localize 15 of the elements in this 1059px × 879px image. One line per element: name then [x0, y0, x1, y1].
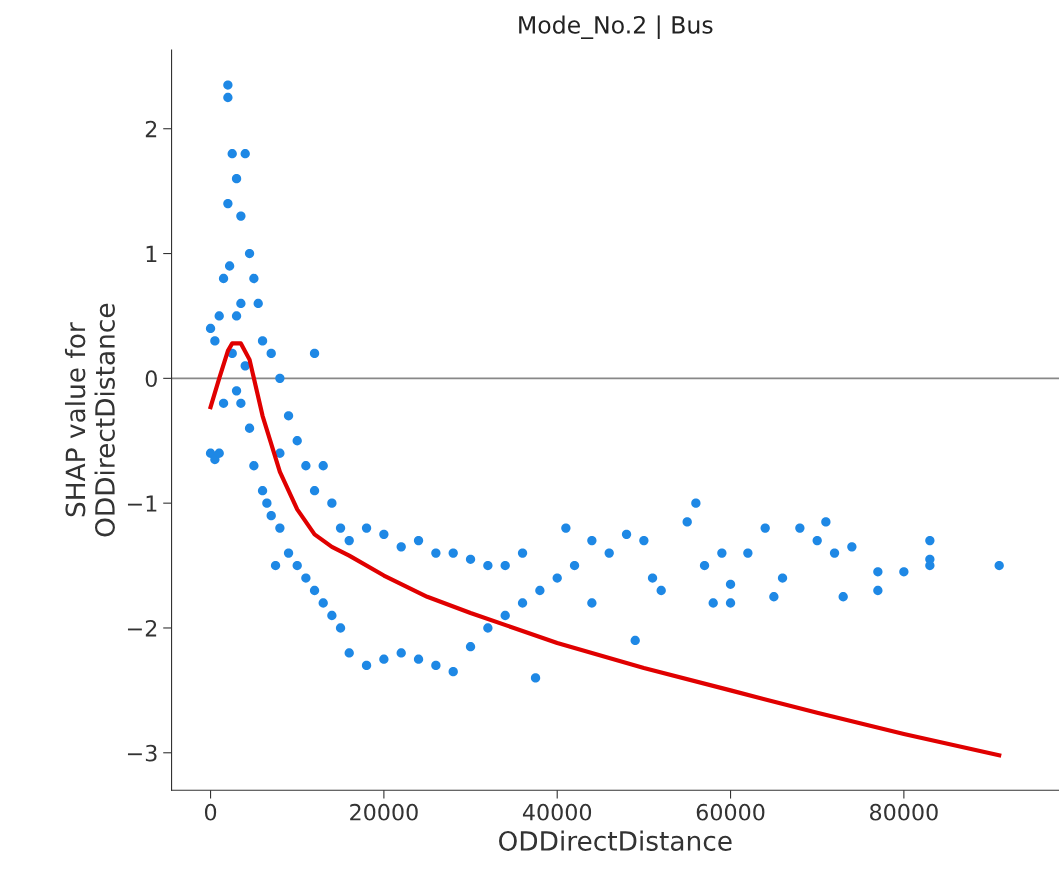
x-tick-label: 60000 — [696, 803, 765, 821]
y-axis-title: SHAP value for ODDirectDistance — [64, 303, 115, 537]
y-tick-label: −2 — [127, 619, 157, 637]
x-tick-label: 80000 — [870, 803, 938, 821]
y-tick-label: 0 — [145, 370, 157, 388]
chart-title: Mode_No.2 | Bus — [519, 15, 713, 39]
y-tick-label: 2 — [145, 120, 157, 138]
x-axis-title: ODDirectDistance — [499, 830, 732, 851]
y-tick-label: −3 — [127, 744, 157, 762]
x-tick-label: 20000 — [350, 803, 418, 821]
x-tick-label: 40000 — [522, 803, 592, 821]
y-tick-label: 1 — [146, 245, 157, 262]
x-tick-label: 0 — [204, 803, 217, 821]
y-tick-label: −1 — [127, 495, 157, 512]
line-series — [208, 341, 1002, 758]
